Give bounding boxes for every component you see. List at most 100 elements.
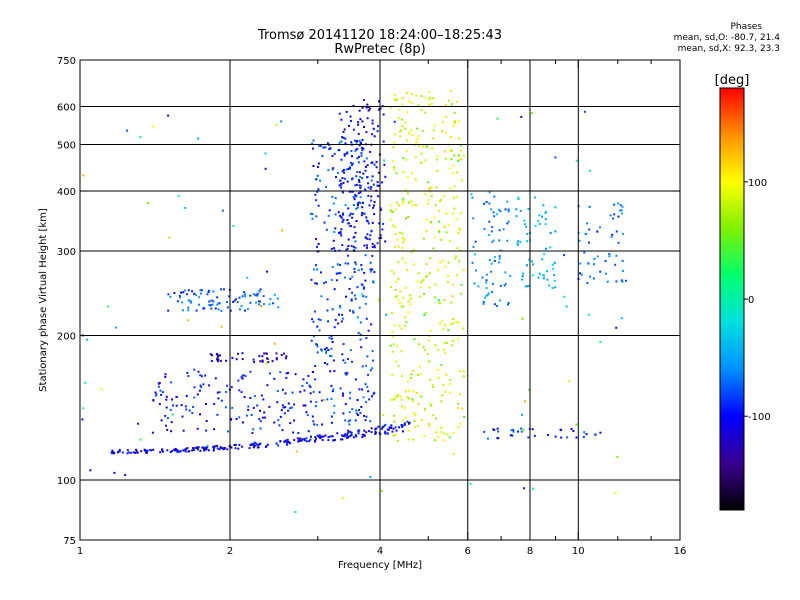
scatter-point [159, 451, 162, 454]
scatter-point [81, 418, 84, 421]
scatter-point [306, 381, 308, 384]
scatter-point [353, 235, 356, 238]
scatter-point [365, 131, 368, 134]
scatter-point [344, 433, 347, 436]
scatter-point [457, 154, 460, 157]
scatter-point [457, 407, 459, 409]
scatter-point [377, 184, 380, 187]
scatter-point [321, 349, 323, 352]
scatter-point [498, 257, 501, 260]
scatter-point [290, 406, 293, 409]
scatter-point [427, 181, 430, 184]
scatter-point [422, 237, 425, 240]
scatter-point [332, 239, 335, 242]
scatter-point [544, 223, 547, 226]
scatter-point [431, 147, 434, 150]
scatter-point [403, 422, 406, 425]
scatter-point [424, 193, 427, 196]
scatter-point [357, 155, 360, 158]
y-tick-label: 100 [57, 476, 76, 487]
scatter-point [604, 260, 607, 263]
scatter-point [266, 362, 268, 365]
scatter-point [89, 469, 92, 472]
scatter-point [337, 272, 340, 275]
scatter-point [438, 302, 441, 305]
scatter-point [364, 383, 367, 386]
scatter-point [396, 439, 399, 442]
scatter-point [434, 204, 437, 206]
scatter-point [621, 205, 624, 208]
scatter-point [337, 172, 339, 174]
scatter-point [351, 216, 354, 219]
scatter-point [366, 103, 369, 106]
scatter-point [313, 423, 316, 426]
chart-subtitle: RwPretec (8p) [334, 42, 426, 57]
scatter-point [482, 300, 485, 303]
scatter-point [499, 284, 502, 287]
scatter-point [402, 305, 405, 308]
scatter-point [217, 308, 220, 311]
scatter-point [355, 207, 358, 210]
scatter-point [361, 365, 364, 368]
scatter-point [541, 274, 544, 276]
scatter-point [206, 444, 209, 447]
scatter-point [421, 145, 424, 148]
scatter-point [617, 241, 620, 244]
scatter-point [152, 399, 155, 402]
scatter-point [333, 326, 336, 329]
cluster-5 [389, 89, 466, 442]
scatter-point [323, 221, 326, 224]
scatter-point [360, 264, 363, 267]
scatter-point [351, 213, 354, 215]
scatter-point [377, 425, 380, 428]
scatter-point [243, 291, 246, 293]
scatter-point [226, 448, 229, 451]
scatter-point [432, 137, 435, 140]
scatter-point [209, 353, 212, 356]
scatter-point [354, 246, 357, 249]
scatter-point [472, 245, 475, 248]
scatter-point [344, 177, 347, 180]
scatter-point [347, 245, 350, 247]
scatter-point [263, 411, 266, 414]
scatter-point [214, 307, 217, 310]
scatter-point [242, 421, 244, 424]
scatter-point [409, 303, 412, 306]
scatter-point [266, 357, 269, 360]
scatter-point [358, 306, 361, 309]
scatter-point [492, 428, 495, 431]
scatter-point [452, 164, 455, 167]
scatter-point [310, 435, 312, 438]
scatter-point [457, 120, 460, 123]
scatter-point [498, 208, 501, 211]
scatter-point [258, 355, 261, 358]
scatter-point [140, 450, 143, 453]
scatter-point [371, 122, 374, 125]
scatter-point [416, 127, 419, 130]
scatter-point [232, 225, 235, 228]
scatter-point [408, 132, 411, 135]
scatter-point [345, 110, 348, 113]
scatter-point [325, 350, 328, 352]
scatter-point [404, 423, 407, 426]
scatter-point [440, 427, 443, 429]
scatter-point [413, 338, 416, 341]
scatter-point [471, 261, 474, 264]
scatter-point [443, 432, 446, 435]
scatter-point [216, 358, 218, 361]
scatter-point [317, 243, 320, 245]
scatter-point [344, 435, 347, 438]
scatter-point [415, 392, 418, 394]
scatter-point [347, 431, 350, 434]
scatter-point [348, 214, 351, 217]
scatter-point [321, 423, 324, 426]
scatter-point [496, 304, 499, 307]
scatter-point [364, 279, 367, 282]
scatter-point [225, 359, 228, 362]
scatter-point [360, 141, 363, 144]
scatter-point [350, 150, 353, 152]
scatter-point [589, 275, 591, 278]
scatter-point [284, 406, 287, 409]
scatter-point [417, 135, 420, 138]
scatter-point [366, 355, 369, 358]
